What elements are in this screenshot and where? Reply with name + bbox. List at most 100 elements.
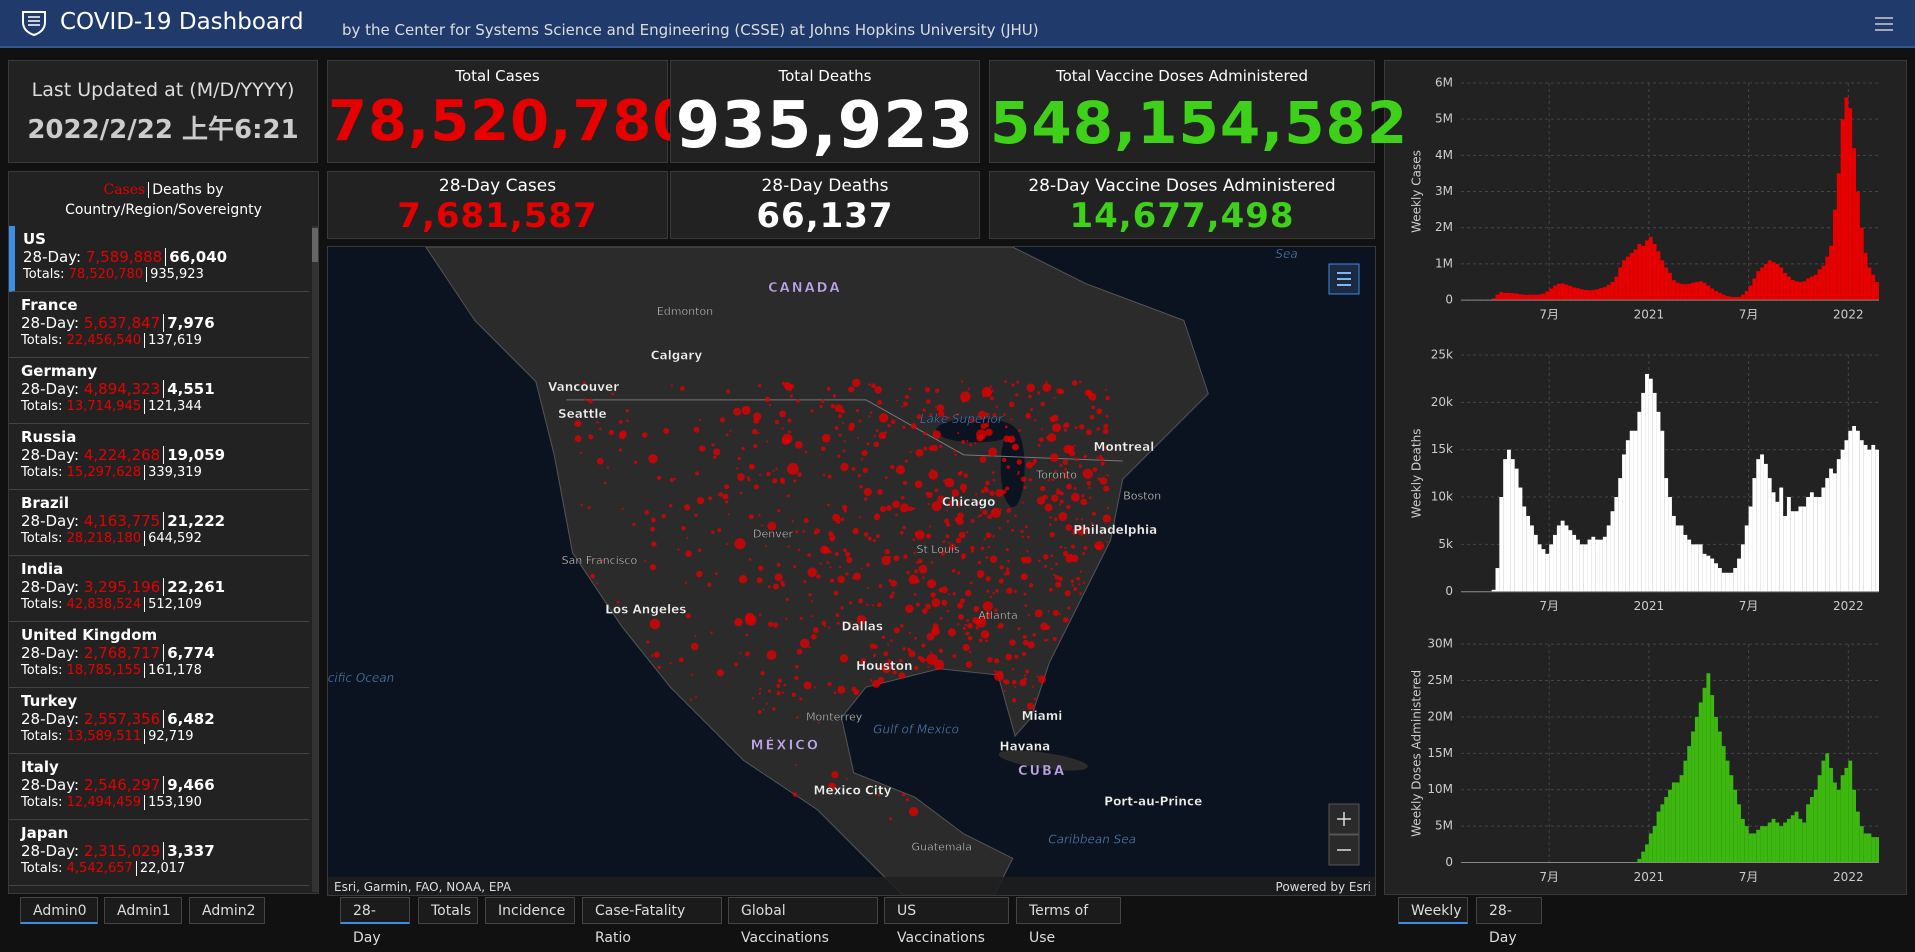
- bar: [1687, 284, 1691, 300]
- case-dot: [846, 778, 848, 780]
- bar: [1595, 540, 1599, 592]
- legend-button[interactable]: [1328, 263, 1360, 295]
- bar: [1657, 412, 1661, 592]
- case-dot: [1080, 499, 1087, 506]
- tab[interactable]: Case-Fatality Ratio: [582, 897, 722, 924]
- bar: [1680, 284, 1684, 300]
- case-dot: [788, 430, 791, 433]
- case-dot: [574, 420, 581, 427]
- tab[interactable]: Admin0: [20, 897, 98, 924]
- case-dot: [759, 692, 762, 695]
- case-dot: [992, 535, 994, 537]
- tab[interactable]: Global Vaccinations: [728, 897, 878, 924]
- case-dot: [837, 622, 840, 625]
- case-dot: [634, 461, 637, 464]
- zoom-controls[interactable]: [1328, 803, 1360, 867]
- case-dot: [874, 435, 876, 437]
- bar: [1745, 291, 1749, 300]
- case-dot: [1010, 418, 1012, 420]
- tab[interactable]: 28-Day: [1476, 897, 1542, 924]
- case-dot: [1006, 548, 1009, 551]
- case-dot: [1088, 394, 1091, 397]
- tab[interactable]: US Vaccinations: [884, 897, 1009, 924]
- case-dot: [998, 527, 1001, 530]
- case-dot: [1092, 512, 1096, 516]
- x-tick-label: 7月: [1539, 599, 1559, 613]
- y-tick-label: 25M: [1427, 673, 1453, 687]
- case-dot: [752, 697, 754, 699]
- case-dot: [981, 547, 985, 551]
- map-label: Calgary: [651, 348, 703, 362]
- case-dot: [839, 434, 842, 437]
- bar: [1576, 540, 1580, 592]
- case-dot: [819, 562, 821, 564]
- dashboard: {"header":{"title":"COVID-19 Dashboard",…: [0, 0, 1915, 931]
- last-updated: Last Updated at (M/D/YYYY) 2022/2/22 上午6…: [8, 60, 318, 163]
- scrollbar[interactable]: [312, 226, 318, 892]
- bar: [1756, 271, 1760, 300]
- case-dot: [786, 439, 790, 443]
- case-dot: [901, 406, 903, 408]
- case-dot: [1049, 516, 1052, 519]
- tab[interactable]: Totals: [418, 897, 478, 924]
- bar: [1507, 450, 1511, 592]
- case-dot: [832, 514, 840, 522]
- bar: [1660, 804, 1664, 862]
- tab[interactable]: 28-Day: [340, 897, 410, 924]
- tab[interactable]: Incidence: [485, 897, 575, 924]
- case-dot: [828, 475, 832, 479]
- case-dot: [990, 397, 994, 401]
- bar: [1530, 295, 1534, 300]
- tab[interactable]: Weekly: [1398, 897, 1468, 924]
- case-dot: [785, 618, 787, 620]
- bar: [1844, 440, 1848, 591]
- tab[interactable]: Admin2: [189, 897, 265, 924]
- case-dot: [619, 448, 622, 451]
- case-dot: [866, 563, 870, 567]
- bar: [1821, 761, 1825, 863]
- powered-by[interactable]: Powered by Esri: [1276, 877, 1371, 896]
- case-dot: [935, 388, 939, 392]
- case-dot: [1060, 500, 1064, 504]
- case-dot: [837, 686, 845, 694]
- case-dot: [915, 531, 919, 535]
- total-deaths: 121,344: [144, 399, 202, 414]
- case-dot: [794, 676, 798, 680]
- case-dot: [952, 592, 955, 595]
- day-deaths: 7,976: [163, 314, 214, 332]
- bar: [1825, 257, 1829, 300]
- bar: [1557, 284, 1561, 300]
- case-dot: [925, 387, 930, 392]
- case-dot: [679, 657, 684, 662]
- map-label: Sea: [1275, 247, 1297, 261]
- tab[interactable]: Admin1: [104, 897, 182, 924]
- menu-icon[interactable]: [1874, 16, 1894, 32]
- bar: [1844, 97, 1848, 300]
- case-dot: [1063, 551, 1068, 556]
- case-dot: [914, 666, 918, 670]
- case-dot: [823, 474, 825, 476]
- case-dot: [759, 474, 761, 476]
- case-dot: [726, 543, 728, 545]
- case-dot: [867, 442, 870, 445]
- bar: [1630, 431, 1634, 592]
- case-dot: [986, 532, 992, 538]
- case-dot: [1049, 588, 1053, 592]
- day-cases: 7,589,888: [86, 248, 162, 266]
- tab[interactable]: Terms of Use: [1016, 897, 1121, 924]
- case-dot: [691, 674, 693, 676]
- map-label: Denver: [753, 527, 793, 540]
- x-tick-label: 2022: [1833, 870, 1864, 884]
- case-dot: [866, 604, 868, 606]
- case-dot: [900, 503, 909, 512]
- case-dot: [1050, 453, 1059, 462]
- case-dot: [926, 533, 931, 538]
- bar: [1726, 761, 1730, 863]
